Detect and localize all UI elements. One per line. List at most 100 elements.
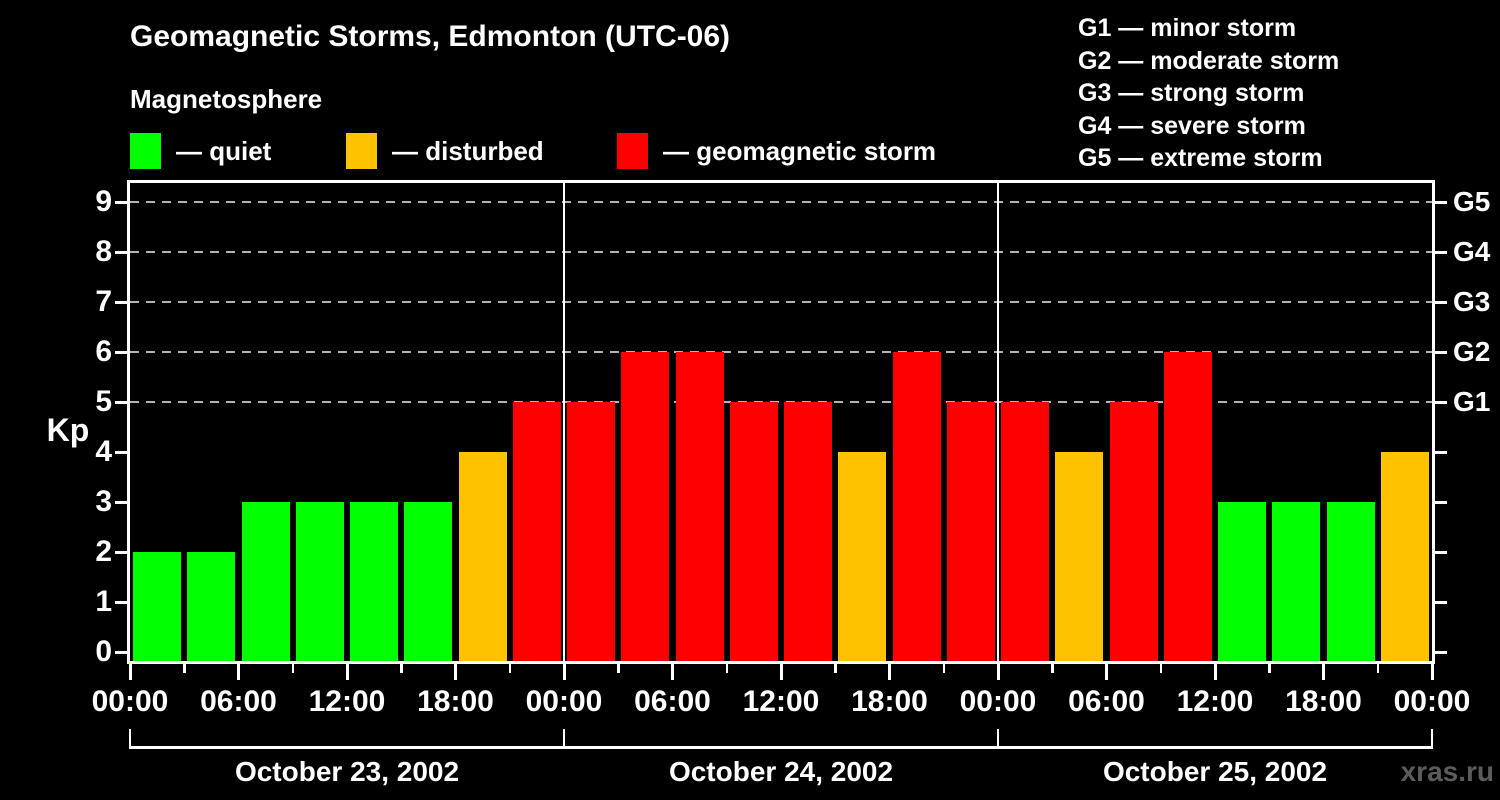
kp-bar (1272, 502, 1321, 661)
x-tick-label: 18:00 (417, 685, 494, 718)
storm-swatch-icon (617, 133, 648, 169)
kp-bar (675, 352, 724, 661)
x-tick-label: 00:00 (525, 685, 603, 718)
y-tick-label: 1 (95, 585, 112, 618)
disturbed-swatch-icon (346, 133, 377, 169)
kp-bar (567, 402, 616, 661)
x-minor-tick (942, 664, 945, 673)
kp-bar (404, 502, 453, 661)
g1-legend-line: G1 — minor storm (1078, 14, 1297, 42)
kp-bar (458, 452, 507, 661)
y-tick (115, 600, 127, 604)
y-tick (115, 300, 127, 304)
quiet-swatch-icon (130, 133, 161, 169)
y-axis-label: Kp (46, 412, 90, 448)
kp-bar (1218, 502, 1267, 661)
g-tick (1435, 300, 1447, 304)
x-tick-label: 12:00 (308, 685, 386, 718)
y-tick (115, 550, 127, 554)
x-major-tick (128, 664, 132, 680)
kp-bar (350, 502, 399, 661)
y-tick-label: 3 (95, 485, 112, 518)
x-minor-tick (1268, 664, 1271, 673)
x-major-tick (671, 664, 674, 680)
x-tick-label: 12:00 (1176, 685, 1254, 718)
gridline-kp6 (130, 351, 1432, 353)
x-major-tick (345, 664, 349, 680)
x-minor-tick (1159, 664, 1162, 673)
date-label: October 25, 2002 (1102, 756, 1328, 787)
y-tick (115, 200, 127, 204)
kp-bar (241, 502, 290, 661)
x-tick-label: 06:00 (634, 685, 711, 718)
g-axis-label: G1 (1453, 386, 1491, 417)
kp-bar (295, 502, 344, 661)
y-tick (115, 400, 127, 404)
g-tick (1435, 550, 1447, 554)
x-minor-tick (400, 664, 403, 673)
kp-bar (621, 352, 670, 661)
x-major-tick (1322, 664, 1325, 680)
gridline-kp7 (130, 301, 1432, 303)
x-major-tick (237, 664, 240, 680)
x-minor-tick (1051, 664, 1054, 673)
date-bracket-tick (128, 729, 132, 746)
date-bracket-tick (562, 729, 566, 746)
y-tick (115, 500, 127, 504)
x-minor-tick (1376, 664, 1379, 673)
y-tick-label: 4 (95, 435, 112, 468)
y-tick-label: 5 (95, 385, 112, 418)
g-tick (1435, 500, 1447, 504)
g-tick (1435, 350, 1447, 354)
y-tick (115, 350, 127, 354)
x-minor-tick (725, 664, 728, 673)
y-tick-label: 7 (95, 285, 112, 318)
kp-bar (1380, 452, 1429, 661)
y-tick-label: 2 (95, 535, 112, 568)
y-tick-label: 9 (95, 185, 112, 218)
kp-bar (892, 352, 941, 661)
date-bracket-line (128, 746, 1434, 749)
g-tick (1435, 600, 1447, 604)
x-major-tick (562, 664, 566, 680)
kp-bar (838, 452, 887, 661)
x-major-tick (888, 664, 891, 680)
kp-bar (1109, 402, 1158, 661)
kp-bar (1055, 452, 1104, 661)
gridline-kp8 (130, 251, 1432, 253)
g-tick (1435, 200, 1447, 204)
x-tick-label: 00:00 (959, 685, 1037, 718)
x-major-tick (1430, 664, 1434, 680)
day-divider (562, 183, 566, 661)
legend-label-storm: — geomagnetic storm (663, 135, 937, 166)
date-label: October 23, 2002 (234, 756, 460, 787)
x-major-tick (779, 664, 783, 680)
x-minor-tick (617, 664, 620, 673)
g-tick (1435, 450, 1447, 454)
x-minor-tick (291, 664, 294, 673)
legend-label-quiet: — quiet (176, 135, 272, 166)
kp-bar (946, 402, 995, 661)
y-tick (115, 250, 127, 254)
g2-legend-line: G2 — moderate storm (1078, 46, 1340, 75)
magnetosphere-label: Magnetosphere (130, 84, 323, 114)
x-tick-label: 18:00 (851, 685, 928, 718)
date-bracket-tick (1430, 729, 1434, 746)
kp-bar (784, 402, 833, 661)
g-tick (1435, 400, 1447, 404)
xras-watermark: xras.ru (1400, 756, 1494, 787)
legend-item-quiet: — quiet (130, 131, 271, 171)
x-tick-label: 06:00 (200, 685, 277, 718)
g-axis-label: G2 (1453, 336, 1491, 367)
g-scale-legend: G1 — minor storm G2 — moderate storm G3 … (1078, 12, 1339, 175)
kp-bar (1001, 402, 1050, 661)
x-tick-label: 06:00 (1068, 685, 1145, 718)
legend-item-storm: — geomagnetic storm (617, 131, 936, 171)
y-tick (115, 650, 127, 654)
x-tick-label: 00:00 (91, 685, 169, 718)
x-minor-tick (508, 664, 511, 673)
page-title: Geomagnetic Storms, Edmonton (UTC-06) (130, 20, 731, 53)
date-label: October 24, 2002 (668, 756, 894, 787)
